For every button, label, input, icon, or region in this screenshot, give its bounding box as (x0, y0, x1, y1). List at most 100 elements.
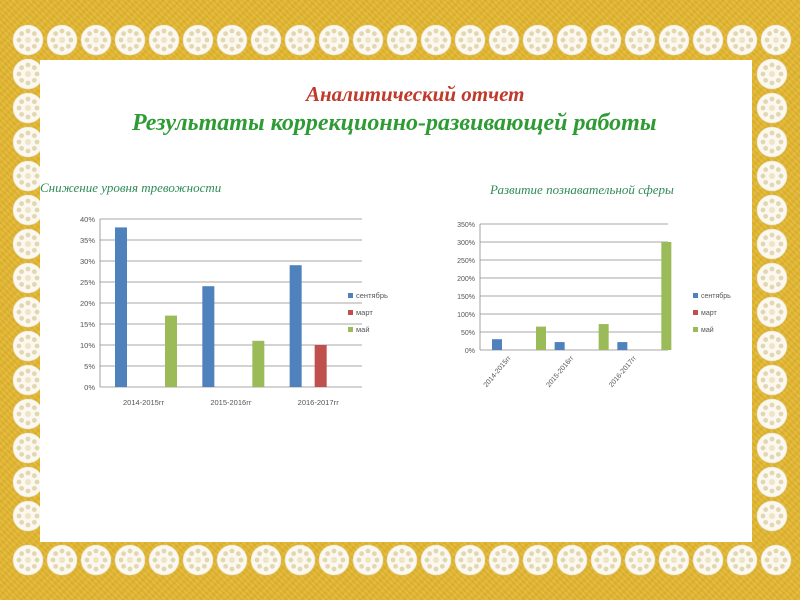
lace-flower-21 (352, 544, 384, 576)
lace-flower-24 (420, 24, 452, 56)
legend-swatch-сентябрь (693, 293, 698, 298)
y-tick-label: 0% (465, 348, 475, 355)
bar-сентябрь-2016-2017гг (289, 265, 302, 387)
y-tick-label: 25% (80, 278, 95, 287)
legend-label: май (356, 325, 370, 334)
y-tick-label: 200% (457, 276, 475, 283)
lace-flower-53 (756, 160, 788, 192)
lace-flower-33 (556, 544, 588, 576)
lace-flower-5 (80, 544, 112, 576)
lace-flower-55 (756, 194, 788, 226)
lace-flower-25 (420, 544, 452, 576)
lace-flower-23 (386, 544, 418, 576)
lace-flower-18 (318, 24, 350, 56)
y-tick-label: 0% (84, 383, 95, 392)
bar-март-2016-2017гг (314, 345, 327, 387)
lace-flower-56 (12, 228, 44, 260)
lace-flower-16 (284, 24, 316, 56)
lace-flower-17 (284, 544, 316, 576)
lace-flower-68 (12, 432, 44, 464)
legend-label: сентябрь (701, 292, 731, 300)
slide-title: Аналитический отчет (306, 82, 525, 106)
lace-flower-7 (114, 544, 146, 576)
lace-flower-22 (386, 24, 418, 56)
lace-flower-54 (12, 194, 44, 226)
lace-flower-62 (12, 330, 44, 362)
lace-flower-73 (756, 500, 788, 532)
y-tick-label: 150% (457, 294, 475, 301)
lace-flower-59 (756, 262, 788, 294)
y-tick-label: 20% (80, 299, 95, 308)
y-tick-label: 30% (80, 257, 95, 266)
lace-flower-30 (522, 24, 554, 56)
bar-май-2016-2017гг (661, 242, 672, 350)
legend-label: сентябрь (356, 291, 388, 300)
lace-flower-66 (12, 398, 44, 430)
lace-flower-9 (148, 544, 180, 576)
anxiety-chart-title: Снижение уровня тревожности (40, 180, 222, 195)
lace-flower-48 (12, 92, 44, 124)
bar-сентябрь-2014-2015гг (115, 227, 127, 387)
lace-flower-2 (46, 24, 78, 56)
legend-label: май (701, 326, 714, 334)
lace-flower-46 (12, 58, 44, 90)
bar-сентябрь-2016-2017гг (617, 342, 628, 350)
lace-flower-67 (756, 398, 788, 430)
bar-сентябрь-2014-2015гг (492, 339, 502, 350)
lace-flower-6 (114, 24, 146, 56)
lace-flower-14 (250, 24, 282, 56)
lace-flower-60 (12, 296, 44, 328)
lace-flower-0 (12, 24, 44, 56)
y-tick-label: 40% (80, 215, 95, 224)
lace-flower-29 (488, 544, 520, 576)
lace-flower-72 (12, 500, 44, 532)
lace-flower-71 (756, 466, 788, 498)
y-tick-label: 15% (80, 320, 95, 329)
lace-flower-12 (216, 24, 248, 56)
x-tick-label: 2014-2015гг (483, 354, 513, 388)
legend-swatch-май (693, 327, 698, 332)
y-tick-label: 5% (84, 362, 95, 371)
lace-flower-26 (454, 24, 486, 56)
y-tick-label: 300% (457, 240, 475, 247)
lace-flower-44 (760, 24, 792, 56)
lace-flower-19 (318, 544, 350, 576)
y-tick-label: 50% (461, 330, 475, 337)
legend-label: март (356, 308, 373, 317)
lace-flower-13 (216, 544, 248, 576)
lace-flower-8 (148, 24, 180, 56)
legend-swatch-март (348, 310, 353, 315)
lace-flower-52 (12, 160, 44, 192)
cognitive-chart: 0% 50% 100% 150% 200% 250% 300% 350% 2014-2015гг… (457, 222, 731, 389)
lace-flower-45 (760, 544, 792, 576)
bar-сентябрь-2015-2016гг (202, 286, 215, 387)
lace-flower-37 (624, 544, 656, 576)
lace-flower-65 (756, 364, 788, 396)
lace-flower-49 (756, 92, 788, 124)
lace-flower-36 (624, 24, 656, 56)
y-tick-label: 350% (457, 222, 475, 229)
bar-май-2015-2016гг (252, 340, 265, 387)
lace-flower-58 (12, 262, 44, 294)
slide-subtitle: Результаты коррекционно-развивающей рабо… (132, 110, 657, 136)
lace-flower-63 (756, 330, 788, 362)
lace-flower-47 (756, 58, 788, 90)
lace-flower-51 (756, 126, 788, 158)
lace-flower-3 (46, 544, 78, 576)
content-panel (40, 60, 752, 542)
lace-flower-34 (590, 24, 622, 56)
x-tick-label: 2014-2015гг (123, 398, 165, 407)
lace-flower-4 (80, 24, 112, 56)
lace-flower-27 (454, 544, 486, 576)
lace-flower-41 (692, 544, 724, 576)
lace-flower-64 (12, 364, 44, 396)
lace-flower-35 (590, 544, 622, 576)
lace-flower-15 (250, 544, 282, 576)
lace-flower-38 (658, 24, 690, 56)
lace-flower-57 (756, 228, 788, 260)
lace-flower-42 (726, 24, 758, 56)
lace-flower-20 (352, 24, 384, 56)
bar-сентябрь-2015-2016гг (554, 342, 565, 350)
lace-flower-40 (692, 24, 724, 56)
